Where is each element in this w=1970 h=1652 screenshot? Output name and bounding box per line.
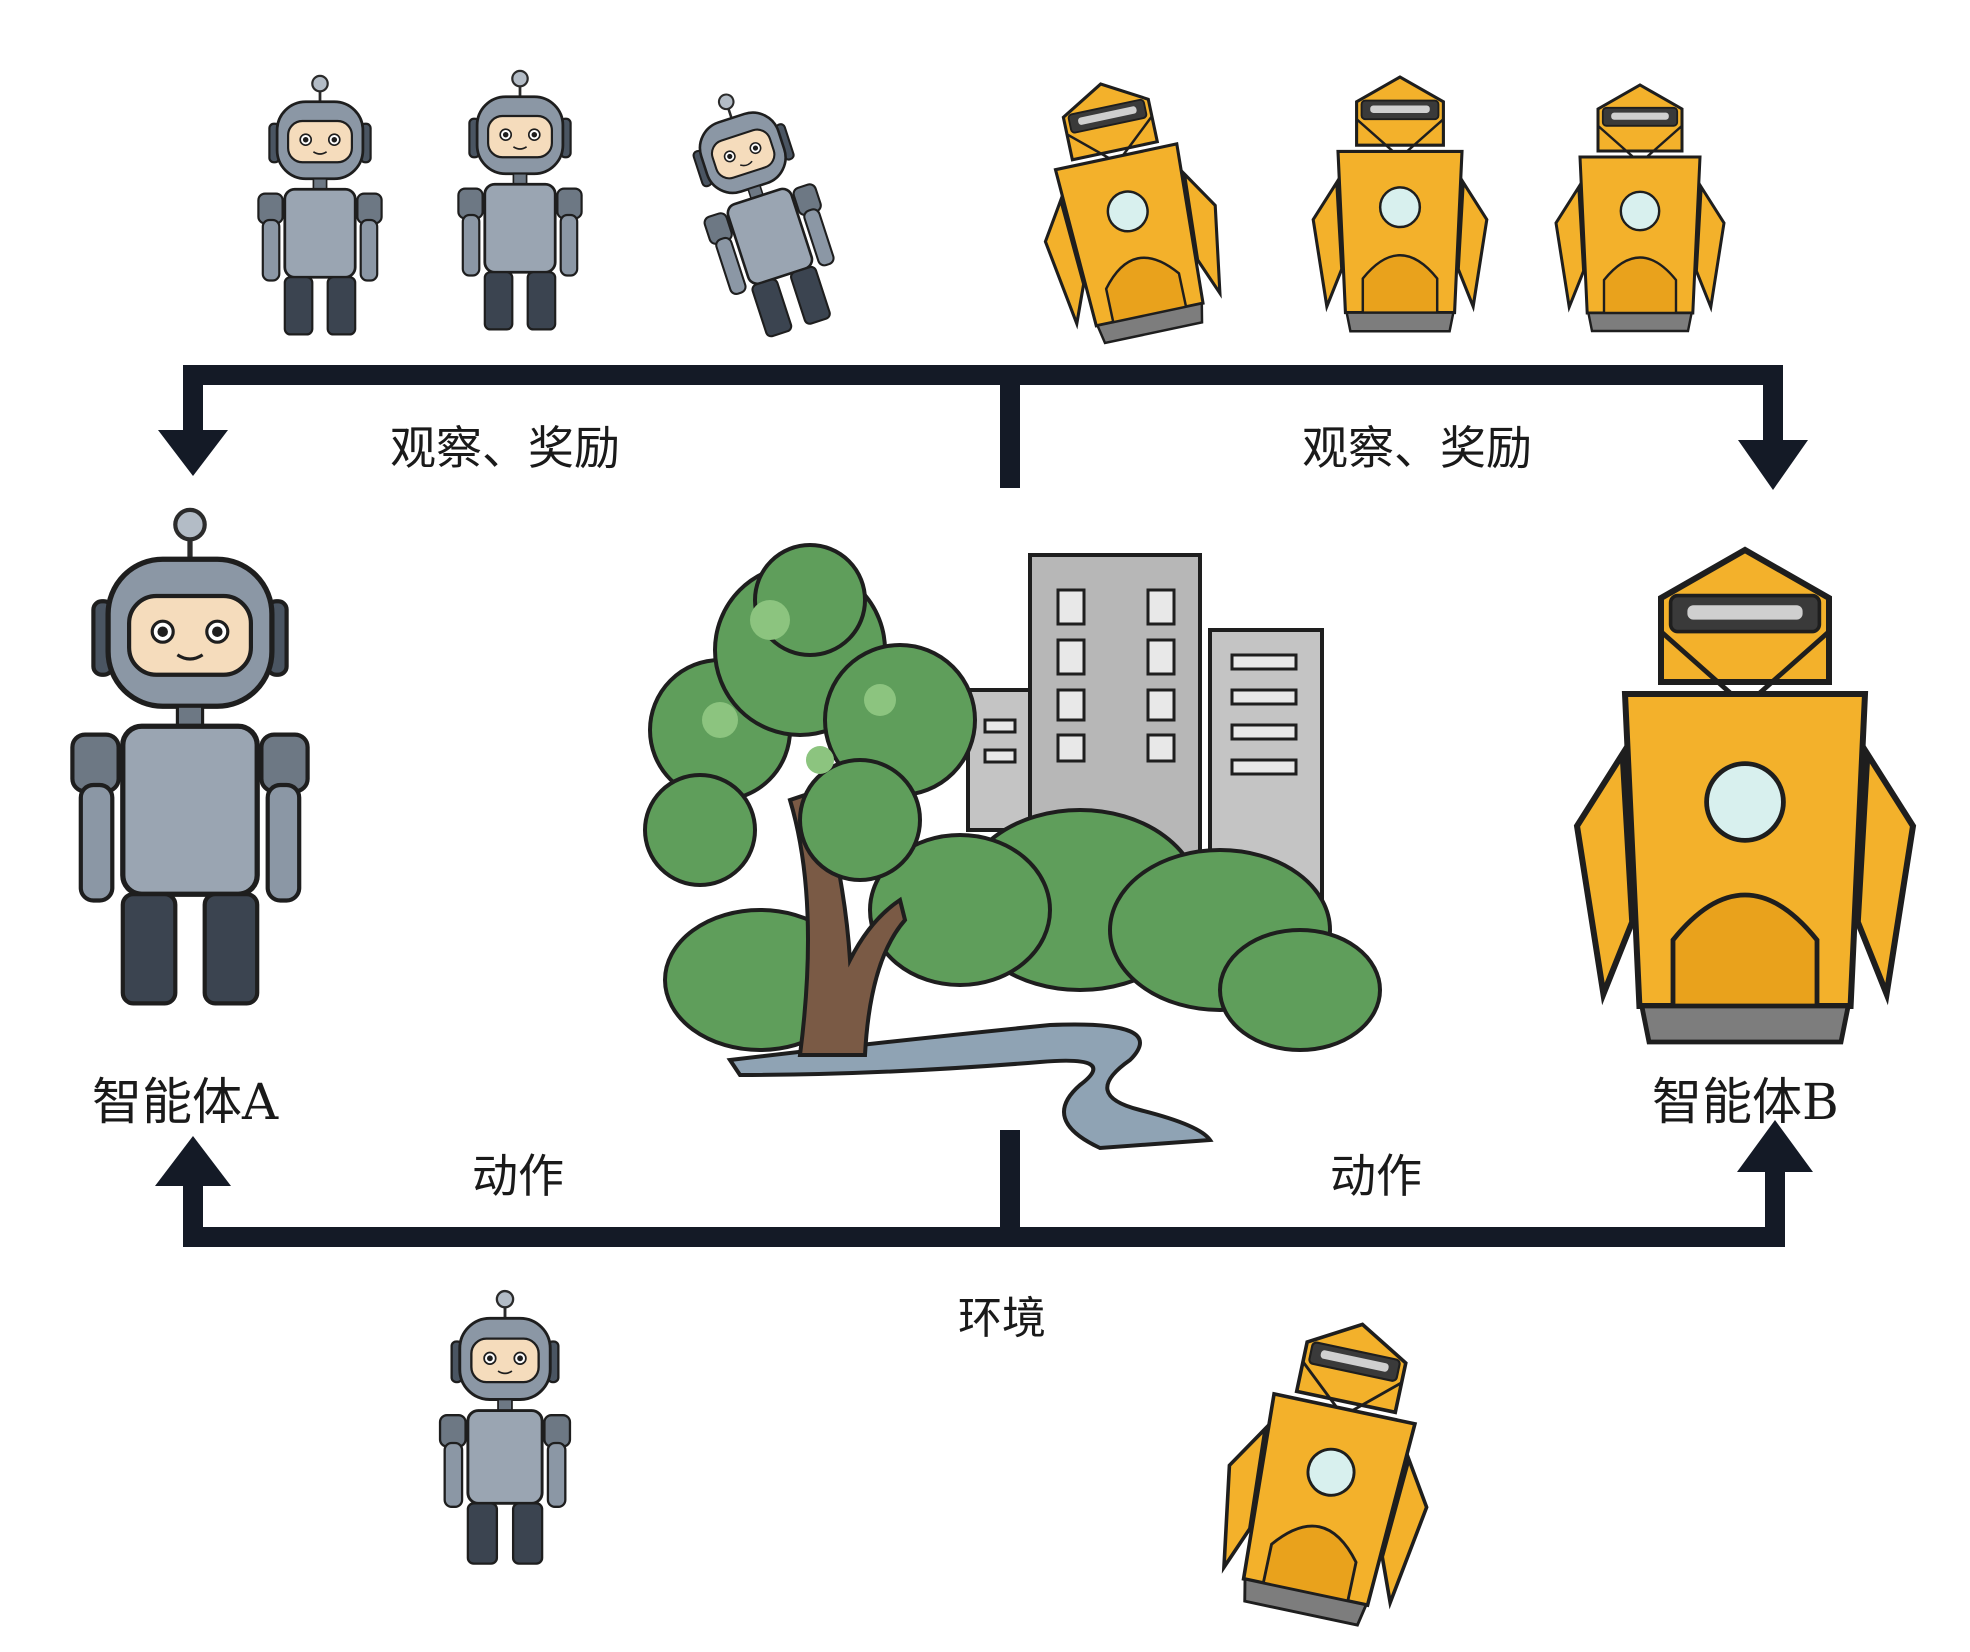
gray-robot-icon: [667, 75, 857, 347]
arrow-up-left: [155, 1136, 231, 1186]
agent-b-robot-icon: [1577, 550, 1913, 1042]
label-action-right: 动作: [1330, 1149, 1422, 1203]
label-observation-reward-left: 观察、奖励: [390, 421, 620, 475]
yellow-robot-icon: [1014, 64, 1240, 353]
arrow-down-left: [158, 430, 228, 476]
label-agent-a: 智能体A: [92, 1073, 279, 1131]
arrow-down-right: [1738, 440, 1808, 490]
top-yellow-robots: [1014, 64, 1726, 353]
gray-robot-icon: [457, 69, 583, 331]
label-action-left: 动作: [472, 1149, 564, 1203]
tree-icon: [643, 543, 977, 1057]
label-agent-b: 智能体B: [1652, 1073, 1839, 1131]
observation-reward-connector: [183, 365, 1783, 488]
environment-scene: [643, 543, 1382, 1151]
gray-robot-icon: [257, 74, 383, 336]
gray-robot-icon: [438, 1289, 572, 1566]
agent-a-robot-icon: [72, 510, 307, 1003]
action-connector: [183, 1130, 1785, 1247]
yellow-robot-icon: [1200, 1301, 1463, 1636]
label-observation-reward-right: 观察、奖励: [1302, 421, 1532, 475]
yellow-robot-icon: [1554, 83, 1726, 333]
top-gray-robots: [257, 69, 857, 347]
label-environment: 环境: [958, 1293, 1046, 1344]
arrow-up-right: [1737, 1120, 1813, 1172]
yellow-robot-icon: [1311, 75, 1489, 333]
